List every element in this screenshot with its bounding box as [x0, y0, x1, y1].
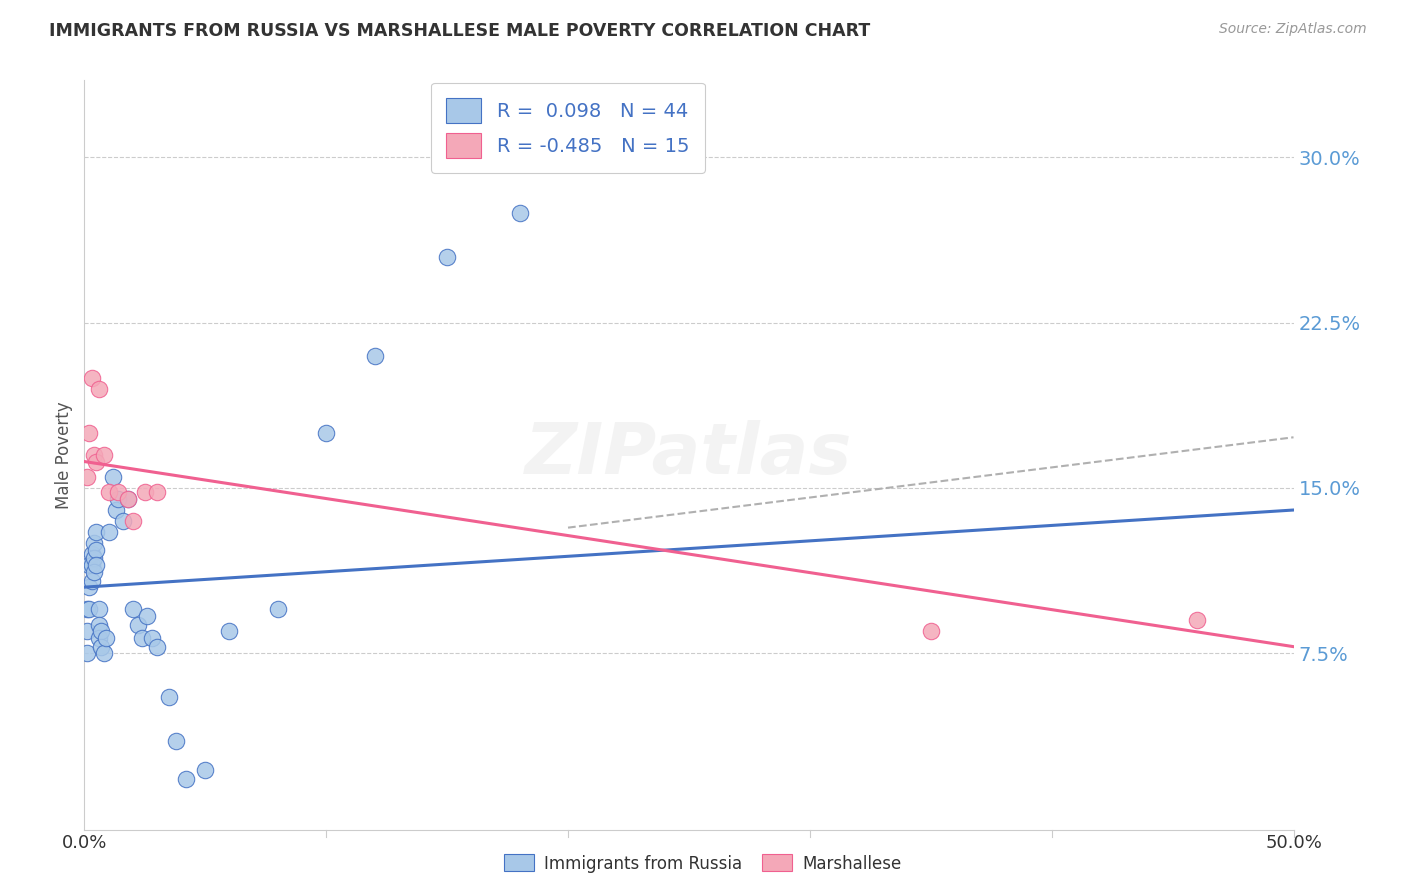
Point: [146, 485, 169, 500]
Point: [77, 558, 100, 573]
Point: [146, 640, 169, 654]
Point: [93, 448, 115, 462]
Point: [80, 547, 103, 561]
Point: [134, 485, 156, 500]
Legend: R =  0.098   N = 44, R = -0.485   N = 15: R = 0.098 N = 44, R = -0.485 N = 15: [432, 82, 704, 173]
Point: [87, 631, 110, 645]
Point: [83, 551, 105, 566]
Point: [157, 690, 180, 705]
Point: [107, 485, 129, 500]
Point: [174, 772, 197, 786]
Point: [363, 349, 385, 363]
Point: [103, 470, 125, 484]
Point: [86, 454, 108, 468]
Legend: Immigrants from Russia, Marshallese: Immigrants from Russia, Marshallese: [498, 847, 908, 880]
Text: Source: ZipAtlas.com: Source: ZipAtlas.com: [1219, 22, 1367, 37]
Point: [93, 646, 115, 660]
Point: [76, 624, 98, 639]
Point: [136, 608, 159, 623]
Point: [121, 602, 143, 616]
Point: [90, 640, 112, 654]
Point: [83, 565, 105, 579]
Point: [76, 470, 98, 484]
Point: [112, 514, 135, 528]
Point: [86, 542, 108, 557]
Point: [141, 631, 163, 645]
Point: [90, 624, 112, 639]
Point: [107, 491, 129, 506]
Point: [509, 205, 531, 219]
Point: [80, 574, 103, 588]
Text: IMMIGRANTS FROM RUSSIA VS MARSHALLESE MALE POVERTY CORRELATION CHART: IMMIGRANTS FROM RUSSIA VS MARSHALLESE MA…: [49, 22, 870, 40]
Point: [87, 602, 110, 616]
Point: [97, 485, 120, 500]
Point: [127, 617, 149, 632]
Point: [97, 524, 120, 539]
Point: [194, 763, 217, 777]
Point: [315, 425, 337, 440]
Point: [267, 602, 290, 616]
Point: [77, 425, 100, 440]
Point: [218, 624, 240, 639]
Point: [87, 617, 110, 632]
Point: [436, 250, 458, 264]
Point: [1185, 613, 1208, 627]
Point: [104, 503, 127, 517]
Point: [117, 491, 139, 506]
Point: [77, 580, 100, 594]
Point: [117, 491, 139, 506]
Y-axis label: Male Poverty: Male Poverty: [55, 401, 73, 508]
Point: [76, 602, 98, 616]
Point: [121, 514, 143, 528]
Point: [87, 382, 110, 396]
Point: [94, 631, 117, 645]
Point: [80, 371, 103, 385]
Point: [165, 734, 187, 748]
Point: [77, 602, 100, 616]
Point: [131, 631, 153, 645]
Text: ZIPatlas: ZIPatlas: [526, 420, 852, 490]
Point: [80, 558, 103, 573]
Point: [920, 624, 942, 639]
Point: [83, 448, 105, 462]
Point: [86, 524, 108, 539]
Point: [83, 536, 105, 550]
Point: [76, 646, 98, 660]
Point: [86, 558, 108, 573]
